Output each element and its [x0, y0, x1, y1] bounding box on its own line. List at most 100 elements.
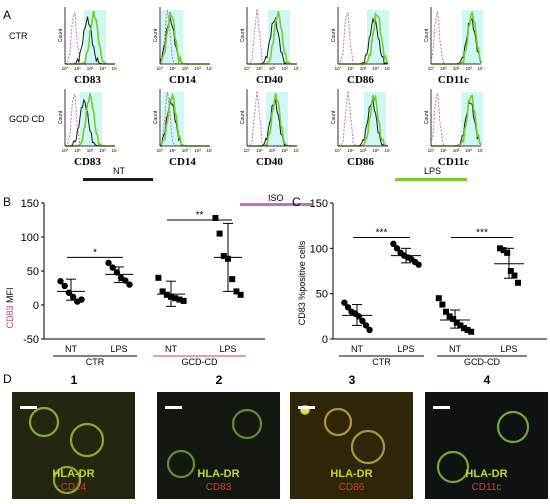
marker-label-cd14: CD14 — [169, 156, 196, 168]
micro-panel-number: 3 — [348, 373, 356, 387]
micro-cells — [28, 406, 105, 495]
group-label: GCD-CD — [464, 357, 500, 367]
histogram-tick-label: 10⁴ — [112, 66, 117, 71]
marker-label-cd40: CD40 — [256, 156, 283, 168]
marker-label-cd11c: CD11c — [437, 74, 470, 86]
histogram-plot: Count 10° 10¹ 10² 10³ 10⁴ — [240, 7, 299, 71]
chart-c: 0 50 100 150 NT LPS NT LPS CTR GCD-CD *** *** CD83 … — [297, 198, 547, 367]
marker-label-cd86: CD86 — [347, 156, 374, 168]
histogram-tick-label: 10³ — [194, 148, 201, 153]
histogram-tick-label: 10° — [428, 148, 435, 153]
micro-image-4: HLA-DR CD11c — [425, 392, 548, 499]
data-point — [109, 264, 116, 271]
micro-image-1: HLA-DR CD14 — [12, 392, 135, 499]
histogram-tick-label: 10¹ — [440, 148, 447, 153]
data-point — [220, 253, 227, 260]
histogram-tick-label: 10³ — [99, 66, 106, 71]
histogram-plot: Count 10° 10¹ 10² 10³ 10⁴ — [331, 89, 390, 153]
histogram-tick-label: 10¹ — [74, 148, 81, 153]
histogram-tick-label: 10² — [182, 66, 189, 71]
data-point — [457, 322, 464, 329]
data-point — [105, 259, 112, 267]
category-label: NT — [65, 344, 77, 354]
data-point — [61, 282, 68, 290]
marker-label-cd86: CD86 — [347, 74, 374, 86]
histogram-tick-label: 10² — [269, 66, 276, 71]
micro-label-marker: CD14 — [60, 482, 87, 493]
significance-stars: * — [93, 247, 97, 258]
category-label: NT — [449, 344, 461, 354]
micro-label-hla-dr: HLA-DR — [52, 468, 95, 480]
histogram-count-label: Count — [58, 28, 64, 42]
histogram-plot: Count 10° 10¹ 10² 10³ 10⁴ — [58, 89, 117, 153]
histogram-plot: Count 10° 10¹ 10² 10³ 10⁴ — [424, 89, 483, 153]
histogram-tick-label: 10³ — [281, 66, 288, 71]
data-point — [362, 322, 370, 329]
histogram-cd83-gcd: Count 10° 10¹ 10² 10³ 10⁴ — [55, 87, 117, 158]
histogram-tick-label: 10° — [244, 66, 251, 71]
histogram-tick-label: 10³ — [99, 148, 106, 153]
histogram-tick-label: 10⁴ — [478, 148, 483, 153]
histogram-tick-label: 10³ — [372, 66, 379, 71]
histogram-count-label: Count — [424, 110, 430, 124]
legend-label-nt: NT — [113, 166, 125, 176]
histogram-tick-label: 10¹ — [256, 148, 263, 153]
histogram-count-label: Count — [331, 28, 337, 42]
micro-label-hla-dr: HLA-DR — [465, 468, 508, 480]
marker-label-cd83: CD83 — [74, 74, 101, 86]
legend-bar-nt — [83, 178, 153, 181]
data-point — [126, 281, 133, 288]
histogram-tick-label: 10¹ — [169, 66, 176, 71]
marker-label-cd14: CD14 — [169, 74, 196, 86]
data-point — [511, 272, 518, 279]
category-label: LPS — [397, 344, 414, 354]
histogram-cd40-gcd: Count 10° 10¹ 10² 10³ 10⁴ — [237, 87, 299, 158]
data-point — [344, 304, 352, 311]
histogram-tick-label: 10¹ — [347, 148, 354, 153]
chart-b-ylabel: CD83 MFI — [5, 287, 15, 328]
histogram-tick-label: 10⁴ — [207, 148, 212, 153]
category-label: NT — [351, 344, 363, 354]
scale-bar — [20, 406, 37, 409]
histogram-tick-label: 10⁴ — [207, 66, 212, 71]
histogram-tick-label: 10³ — [372, 148, 379, 153]
histogram-tick-label: 10¹ — [74, 66, 81, 71]
histogram-cd14-ctr: Count 10° 10¹ 10² 10³ 10⁴ — [150, 5, 212, 76]
significance-stars: *** — [376, 227, 388, 238]
data-point — [57, 278, 64, 285]
cell-ring — [436, 450, 470, 484]
y-tick-label: 50 — [27, 266, 39, 278]
group-label: CTR — [372, 357, 391, 367]
histogram-count-label: Count — [153, 28, 159, 42]
histogram-plot: Count 10° 10¹ 10² 10³ 10⁴ — [153, 7, 212, 71]
panel-letter-a: A — [3, 8, 12, 22]
group-label: GCD-CD — [182, 357, 218, 367]
data-point — [172, 295, 179, 302]
data-point — [176, 296, 183, 303]
y-tick-label: -50 — [23, 334, 39, 346]
histogram-tick-label: 10⁴ — [385, 148, 390, 153]
cell-ring — [28, 406, 60, 438]
data-point — [515, 279, 521, 286]
category-label: NT — [165, 344, 177, 354]
histogram-cd86-gcd: Count 10° 10¹ 10² 10³ 10⁴ — [328, 87, 390, 158]
data-point — [504, 249, 511, 256]
histogram-count-label: Count — [58, 110, 64, 124]
histogram-tick-label: 10° — [62, 148, 69, 153]
panel-letter-b: B — [3, 195, 12, 209]
scale-bar — [433, 406, 450, 409]
histogram-tick-label: 10² — [360, 66, 367, 71]
histogram-tick-label: 10° — [157, 66, 164, 71]
histogram-tick-label: 10° — [244, 148, 251, 153]
histogram-tick-label: 10° — [157, 148, 164, 153]
histogram-tick-label: 10⁴ — [385, 66, 390, 71]
significance-stars: ** — [196, 210, 204, 221]
category-label: LPS — [219, 344, 236, 354]
data-point — [500, 247, 507, 254]
data-point — [359, 317, 366, 325]
panel-letter-d: D — [3, 372, 12, 386]
histogram-tick-label: 10⁴ — [478, 66, 483, 71]
histogram-plot: Count 10° 10¹ 10² 10³ 10⁴ — [58, 7, 117, 71]
y-tick-label: 150 — [21, 198, 39, 210]
